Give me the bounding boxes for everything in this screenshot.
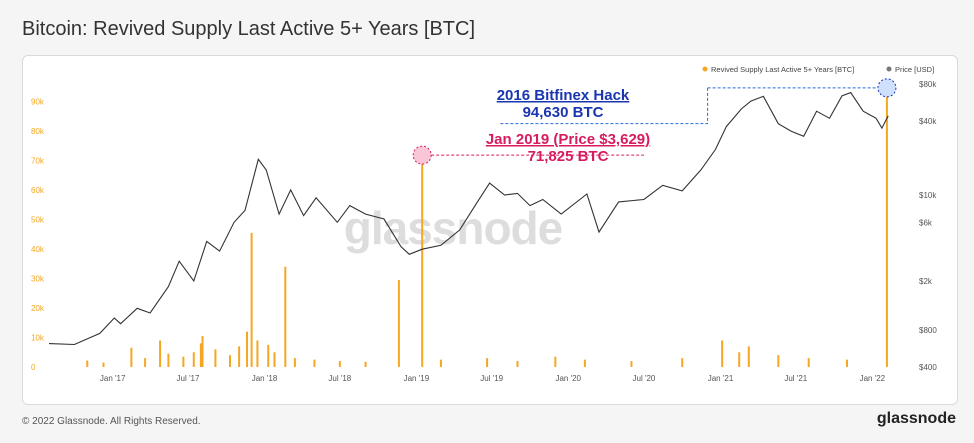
price-line [48, 91, 889, 346]
revived-supply-bar [267, 344, 270, 367]
legend-label: Price [USD] [895, 65, 934, 74]
bitfinex-annotation-value: 94,630 BTC [523, 104, 604, 121]
jan2019-annotation-value: 71,825 BTC [528, 148, 609, 165]
revived-supply-bar [199, 343, 202, 367]
y-right-tick-label: $400 [919, 363, 937, 372]
revived-supply-bar [273, 352, 276, 367]
watermark: glassnode [344, 202, 563, 254]
revived-supply-bar [130, 347, 133, 367]
x-tick-label: Jul '21 [784, 374, 807, 383]
bitfinex-annotation-title: 2016 Bitfinex Hack [497, 87, 630, 104]
legend-marker-price [886, 66, 892, 72]
x-tick-label: Jul '19 [480, 374, 503, 383]
revived-supply-bar [364, 361, 367, 367]
revived-supply-bar [246, 331, 249, 367]
revived-supply-bar [721, 340, 724, 367]
x-tick-label: Jan '22 [860, 374, 886, 383]
x-tick-label: Jan '17 [100, 374, 126, 383]
x-tick-label: Jul '17 [177, 374, 200, 383]
x-tick-label: Jan '18 [252, 374, 278, 383]
revived-supply-bar [159, 340, 162, 367]
revived-supply-bar [777, 355, 780, 367]
revived-supply-bar [293, 358, 296, 367]
revived-supply-bar [747, 346, 750, 367]
y-left-tick-label: 0 [31, 363, 36, 372]
revived-supply-bar [182, 356, 185, 367]
revived-supply-bar [228, 355, 231, 367]
y-right-tick-label: $2k [919, 277, 933, 286]
revived-supply-bar [338, 361, 341, 367]
revived-supply-bar [439, 359, 442, 367]
chart-panel: 0 10k 20k 30k 40k 50k 60k 70k 80k 90k $400 $800 $2k $… [22, 55, 958, 405]
revived-supply-bar [554, 356, 557, 367]
legend-label: Revived Supply Last Active 5+ Years [BTC… [711, 65, 854, 74]
y-left-tick-label: 70k [31, 157, 45, 166]
x-tick-label: Jan '19 [404, 374, 430, 383]
revived-supply-bar [102, 362, 105, 367]
copyright-text: © 2022 Glassnode. All Rights Reserved. [22, 416, 201, 427]
revived-supply-bar [167, 353, 170, 367]
revived-supply-bar [86, 360, 89, 367]
jan2019-annotation-title: Jan 2019 (Price $3,629) [486, 131, 650, 148]
revived-supply-bar [583, 359, 586, 367]
y-left-tick-label: 10k [31, 334, 45, 343]
y-right-tick-label: $6k [919, 218, 933, 227]
chart-svg: 0 10k 20k 30k 40k 50k 60k 70k 80k 90k $400 $800 $2k $… [31, 65, 937, 383]
brand-logo: glassnode [876, 410, 956, 427]
revived-supply-bar [738, 352, 741, 367]
page-title: Bitcoin: Revived Supply Last Active 5+ Y… [22, 18, 476, 40]
revived-supply-bar [845, 359, 848, 367]
revived-supply-bar [144, 358, 147, 367]
revived-supply-bar [284, 266, 287, 367]
x-tick-label: Jan '20 [555, 374, 581, 383]
y-right-tick-label: $800 [919, 326, 937, 335]
revived-supply-bar [238, 346, 241, 367]
revived-supply-bar [313, 359, 316, 367]
revived-supply-bar [397, 279, 400, 367]
y-left-tick-label: 50k [31, 216, 45, 225]
revived-supply-bar [516, 361, 519, 367]
revived-supply-bar [681, 358, 684, 367]
revived-supply-bar [486, 358, 489, 367]
y-left-tick-label: 90k [31, 98, 45, 107]
y-left-tick-label: 30k [31, 275, 45, 284]
x-tick-label: Jan '21 [708, 374, 734, 383]
legend-marker-bars [702, 66, 708, 72]
revived-supply-bar [885, 87, 888, 368]
jan2019-highlight-circle [412, 145, 432, 165]
y-left-tick-label: 20k [31, 304, 45, 313]
x-tick-label: Jul '20 [633, 374, 656, 383]
revived-supply-bar [421, 155, 424, 367]
revived-supply-bar [201, 336, 204, 367]
y-left-tick-label: 40k [31, 245, 45, 254]
y-left-tick-label: 80k [31, 127, 45, 136]
bitfinex-highlight-circle [877, 78, 897, 98]
x-tick-label: Jul '18 [328, 374, 351, 383]
revived-supply-bar [192, 352, 195, 367]
y-right-tick-label: $40k [919, 117, 937, 126]
y-right-tick-label: $10k [919, 191, 937, 200]
revived-supply-bar [214, 349, 217, 367]
revived-supply-bar [807, 358, 810, 367]
revived-supply-bar [630, 361, 633, 367]
bitfinex-leader-line [499, 87, 709, 125]
revived-supply-bar [250, 232, 253, 367]
y-left-tick-label: 60k [31, 186, 45, 195]
y-right-tick-label: $80k [919, 80, 937, 89]
revived-supply-bar [256, 340, 259, 367]
